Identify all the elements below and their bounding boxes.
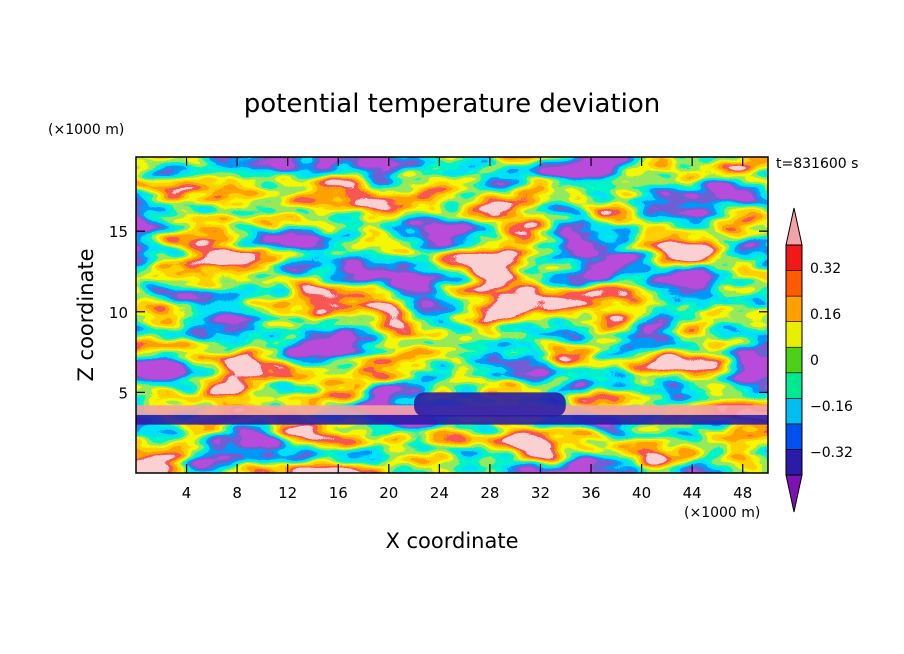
colorbar-segment bbox=[785, 346, 803, 374]
x-tick-label: 44 bbox=[683, 484, 702, 502]
x-tick-label: 28 bbox=[480, 484, 499, 502]
colorbar-label: 0.32 bbox=[810, 261, 841, 277]
temperature-field bbox=[136, 157, 768, 473]
colorbar-frame bbox=[785, 244, 803, 476]
colorbar-label: −0.16 bbox=[810, 399, 853, 415]
feature-band-1 bbox=[136, 414, 768, 425]
plot-frame bbox=[135, 156, 769, 474]
colorbar-extend-top bbox=[785, 207, 803, 246]
colorbar-label: 0 bbox=[810, 353, 819, 369]
x-tick-label: 16 bbox=[329, 484, 348, 502]
time-label: t=831600 s bbox=[776, 156, 858, 172]
y-tick-label: 15 bbox=[109, 223, 128, 241]
x-tick-label: 32 bbox=[531, 484, 550, 502]
colorbar-segment bbox=[785, 449, 803, 476]
x-tick-label: 36 bbox=[581, 484, 600, 502]
x-tick-label: 12 bbox=[278, 484, 297, 502]
y-axis: 5 10 15 bbox=[109, 223, 768, 402]
plot-area bbox=[136, 157, 768, 473]
x-tick-label: 40 bbox=[632, 484, 651, 502]
x-tick-label: 24 bbox=[430, 484, 449, 502]
colorbar-extend-bottom bbox=[785, 474, 803, 513]
colorbar-segment bbox=[785, 321, 803, 348]
y-unit-label: (×1000 m) bbox=[48, 122, 124, 138]
feature-band-2 bbox=[414, 392, 566, 417]
x-unit-label: (×1000 m) bbox=[684, 505, 760, 521]
x-tick-label: 8 bbox=[232, 484, 242, 502]
colorbar-segment bbox=[785, 398, 803, 425]
y-tick-label: 5 bbox=[118, 384, 128, 402]
colorbar: 0.32 0.16 0 −0.16 −0.32 bbox=[785, 207, 853, 513]
colorbar-segment bbox=[785, 295, 803, 322]
x-axis-label: X coordinate bbox=[385, 529, 518, 553]
x-tick-label: 48 bbox=[733, 484, 752, 502]
y-tick-label: 10 bbox=[109, 304, 128, 322]
colorbar-segment bbox=[785, 244, 803, 271]
colorbar-segment bbox=[785, 423, 803, 450]
colorbar-segment bbox=[785, 372, 803, 399]
colorbar-label: 0.16 bbox=[810, 307, 841, 323]
colorbar-label: −0.32 bbox=[810, 445, 853, 461]
colorbar-segment bbox=[785, 270, 803, 297]
x-tick-label: 4 bbox=[182, 484, 192, 502]
x-tick-label: 20 bbox=[379, 484, 398, 502]
x-axis: 4 8 12 16 20 24 28 32 36 40 44 48 bbox=[182, 157, 752, 502]
y-axis-label: Z coordinate bbox=[74, 248, 98, 381]
chart-title: potential temperature deviation bbox=[244, 89, 660, 119]
